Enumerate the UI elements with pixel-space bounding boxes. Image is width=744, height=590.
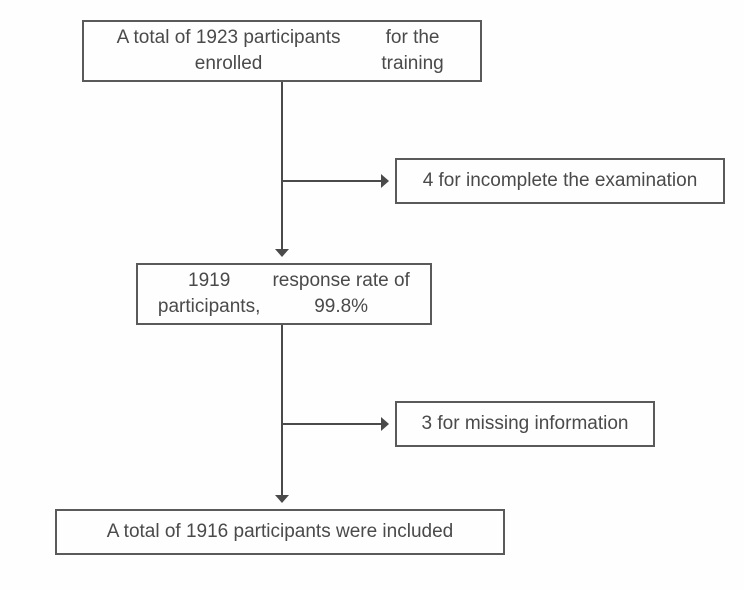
node-text: 4 for incomplete the examination [423, 168, 698, 194]
node-incomplete-exam: 4 for incomplete the examination [395, 158, 725, 204]
node-text: response rate of 99.8% [266, 268, 416, 319]
node-response-rate: 1919 participants,response rate of 99.8% [136, 263, 432, 325]
node-text: 3 for missing information [422, 411, 629, 437]
node-included: A total of 1916 participants were includ… [55, 509, 505, 555]
node-enrolled: A total of 1923 participants enrolledfor… [82, 20, 482, 82]
node-text: A total of 1916 participants were includ… [107, 519, 453, 545]
node-text: A total of 1923 participants enrolled [98, 25, 359, 76]
node-text: for the training [359, 25, 466, 76]
node-text: 1919 participants, [152, 268, 266, 319]
node-missing-info: 3 for missing information [395, 401, 655, 447]
